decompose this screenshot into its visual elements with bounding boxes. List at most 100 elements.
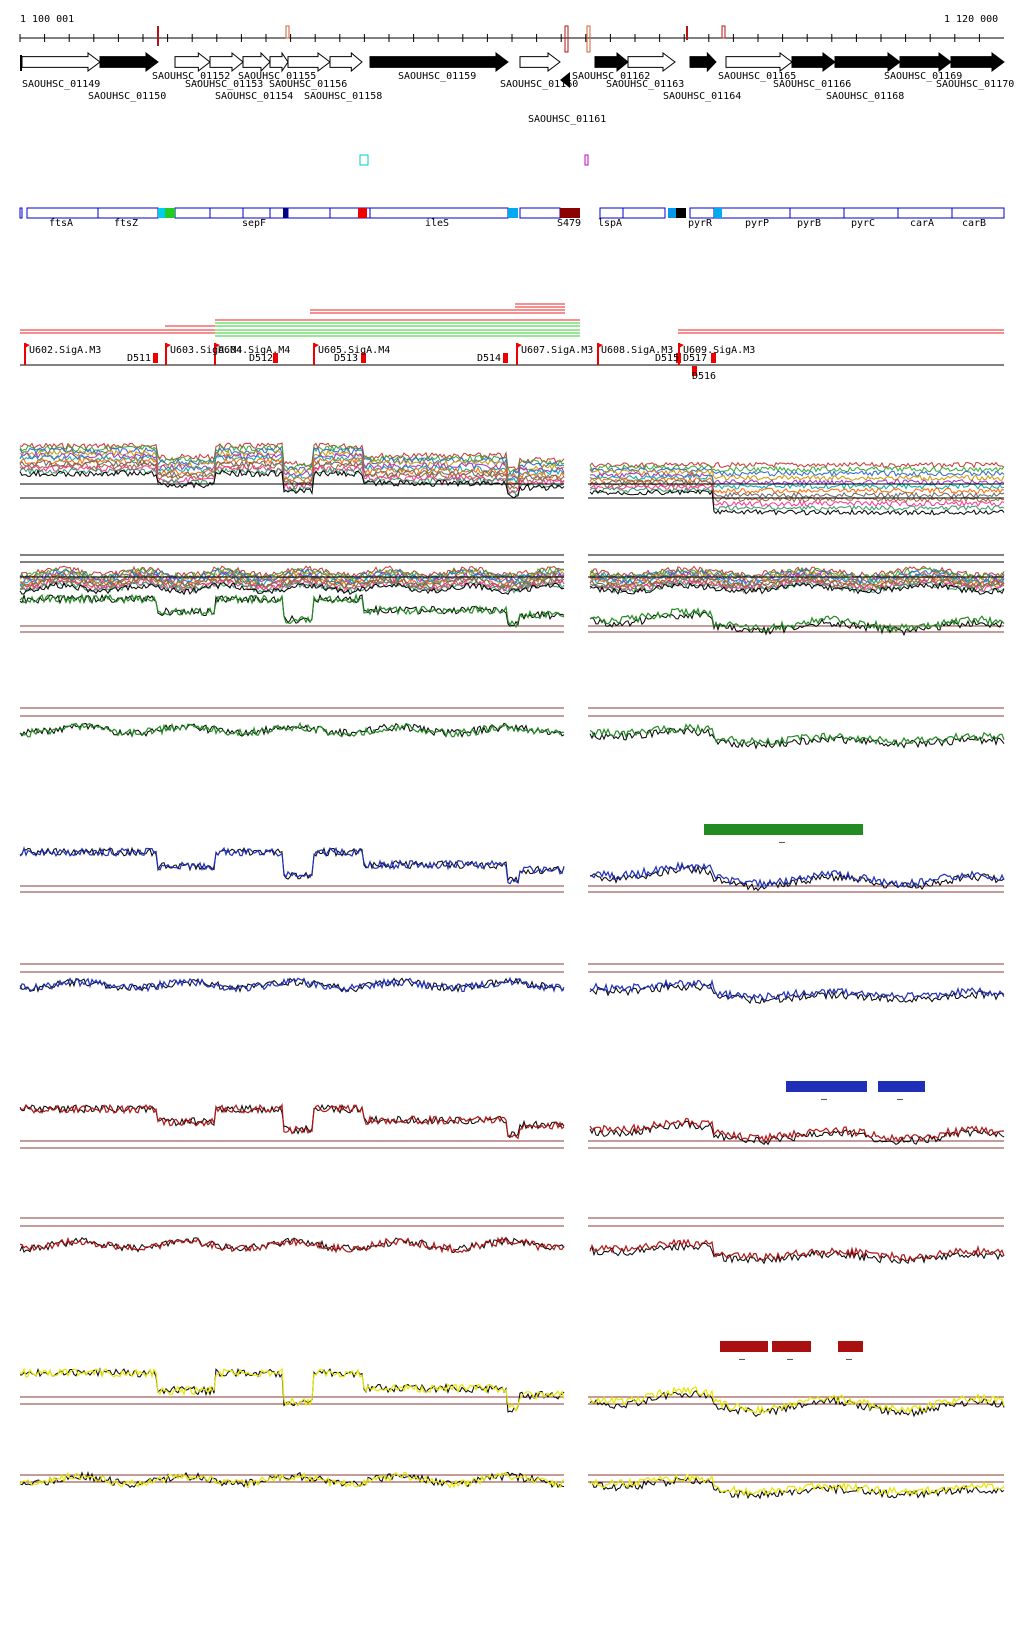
terminator-label[interactable]: D515 [655, 353, 679, 364]
promoter-flag [215, 343, 220, 348]
gene-box [242, 207, 271, 219]
promoter-flag [598, 343, 603, 348]
gene-label[interactable]: S479 [557, 218, 581, 229]
gene-arrow [560, 72, 570, 88]
gene-box [789, 207, 845, 219]
gene-label[interactable]: SAOUHSC_01153 [185, 79, 263, 90]
blue-highlight-bar[interactable] [786, 1081, 867, 1092]
gene-label[interactable]: SAOUHSC_01165 [718, 71, 796, 82]
promoter-label[interactable]: U609.SigA.M3 [683, 345, 755, 356]
gene-label[interactable]: SAOUHSC_01164 [663, 91, 741, 102]
gene-label[interactable]: ftsZ [114, 218, 138, 229]
promoter-flag [517, 343, 522, 348]
gene-label[interactable]: SAOUHSC_01155 [238, 71, 316, 82]
gene-label[interactable]: SAOUHSC_01154 [215, 91, 293, 102]
gene-label[interactable]: pyrR [688, 218, 713, 229]
gene-label[interactable]: pyrB [797, 218, 821, 229]
gene-segment [676, 208, 686, 218]
terminator-block [361, 353, 366, 363]
gene-label[interactable]: lspA [598, 218, 622, 229]
promoter-label[interactable]: U602.SigA.M3 [29, 345, 101, 356]
terminator-label[interactable]: D514 [477, 353, 501, 364]
promoter-flag [25, 343, 30, 348]
gene-label[interactable]: SAOUHSC_01169 [884, 71, 962, 82]
signal-black [589, 1390, 1005, 1418]
transcripts-track [20, 303, 1004, 337]
terminator-label[interactable]: D512 [249, 353, 273, 364]
signal-#1f2fb8 [589, 861, 1005, 889]
gene-label[interactable]: SAOUHSC_01170 [936, 79, 1014, 90]
gene-label[interactable]: SAOUHSC_01149 [22, 79, 100, 90]
promoter-label[interactable]: U604.SigA.M4 [218, 345, 290, 356]
terminator-label[interactable]: D511 [127, 353, 151, 364]
gene-label[interactable]: SAOUHSC_01168 [826, 91, 904, 102]
gene-label[interactable]: SAOUHSC_01158 [304, 91, 382, 102]
ruler-mark [686, 26, 688, 40]
gene-label[interactable]: SAOUHSC_01163 [606, 79, 684, 90]
signal-#e6e600 [19, 1471, 565, 1489]
red-highlight-bar[interactable] [838, 1341, 863, 1352]
terminator-label[interactable]: D517 [683, 353, 707, 364]
gene-label[interactable]: SAOUHSC_01150 [88, 91, 166, 102]
signal-multi [589, 478, 1005, 499]
promoter-flags [24, 343, 716, 376]
gene-label[interactable]: pyrC [851, 218, 875, 229]
gene-box [174, 207, 211, 219]
blue-highlight-bar[interactable] [878, 1081, 925, 1092]
green-highlight-bar[interactable] [704, 824, 863, 835]
gene-arrow [627, 52, 676, 72]
promoter-flag [679, 343, 684, 348]
signal-#228b22 [589, 607, 1005, 633]
terminator-label[interactable]: D516 [692, 371, 716, 382]
gene-box [599, 207, 624, 219]
red-highlight-bar[interactable] [720, 1341, 768, 1352]
ruler-mark [564, 25, 569, 53]
gene-box [897, 207, 953, 219]
gene-arrow [899, 52, 952, 72]
signal-#1f2fb8 [19, 846, 565, 885]
gene-label[interactable]: SAOUHSC_01160 [500, 79, 578, 90]
terminator-block [692, 366, 697, 376]
promoter-label[interactable]: U608.SigA.M3 [601, 345, 673, 356]
gene-label[interactable]: carA [910, 218, 934, 229]
promoter-label[interactable]: U605.SigA.M4 [318, 345, 390, 356]
ruler-mark [285, 25, 290, 39]
gene-label[interactable]: ileS [425, 218, 449, 229]
gene-box [519, 207, 561, 219]
feature-mark [584, 154, 589, 166]
gene-label[interactable]: ftsA [49, 218, 73, 229]
signal-black [19, 593, 565, 627]
signal-multi [589, 484, 1005, 508]
signal-#e6e600 [19, 1367, 565, 1412]
gene-box [951, 207, 1005, 219]
signal-multi [589, 571, 1005, 585]
gene-label[interactable]: SAOUHSC_01161 [528, 114, 606, 125]
promoter-label[interactable]: U603.SigA.M4 [170, 345, 242, 356]
signal-multi [19, 462, 565, 492]
coordinate-ruler: 1 100 001 1 120 000 [19, 14, 1004, 53]
terminator-block [711, 353, 716, 363]
gene-label[interactable]: sepF [242, 218, 266, 229]
signal-multi [19, 469, 565, 499]
gene-label[interactable]: SAOUHSC_01162 [572, 71, 650, 82]
gene-label[interactable]: carB [962, 218, 986, 229]
promoter-flag [314, 343, 319, 348]
signal-#228b22 [589, 723, 1005, 746]
gene-label[interactable]: SAOUHSC_01152 [152, 71, 230, 82]
signal-#228b22 [19, 721, 565, 738]
gene-box [209, 207, 244, 219]
gene-label[interactable]: SAOUHSC_01156 [269, 79, 347, 90]
gene-label[interactable]: SAOUHSC_01166 [773, 79, 851, 90]
expression-tracks [19, 442, 1005, 1500]
ruler-ticks [19, 34, 980, 42]
promoter-label[interactable]: U607.SigA.M3 [521, 345, 593, 356]
gene-arrow [369, 52, 509, 72]
gene-boxes-track [19, 207, 1005, 219]
gene-label[interactable]: pyrP [745, 218, 769, 229]
red-highlight-bar[interactable] [772, 1341, 811, 1352]
gene-arrows-track [20, 51, 1005, 88]
terminator-label[interactable]: D513 [334, 353, 358, 364]
gene-label[interactable]: SAOUHSC_01159 [398, 71, 476, 82]
ruler-end-label: 1 120 000 [944, 14, 998, 25]
